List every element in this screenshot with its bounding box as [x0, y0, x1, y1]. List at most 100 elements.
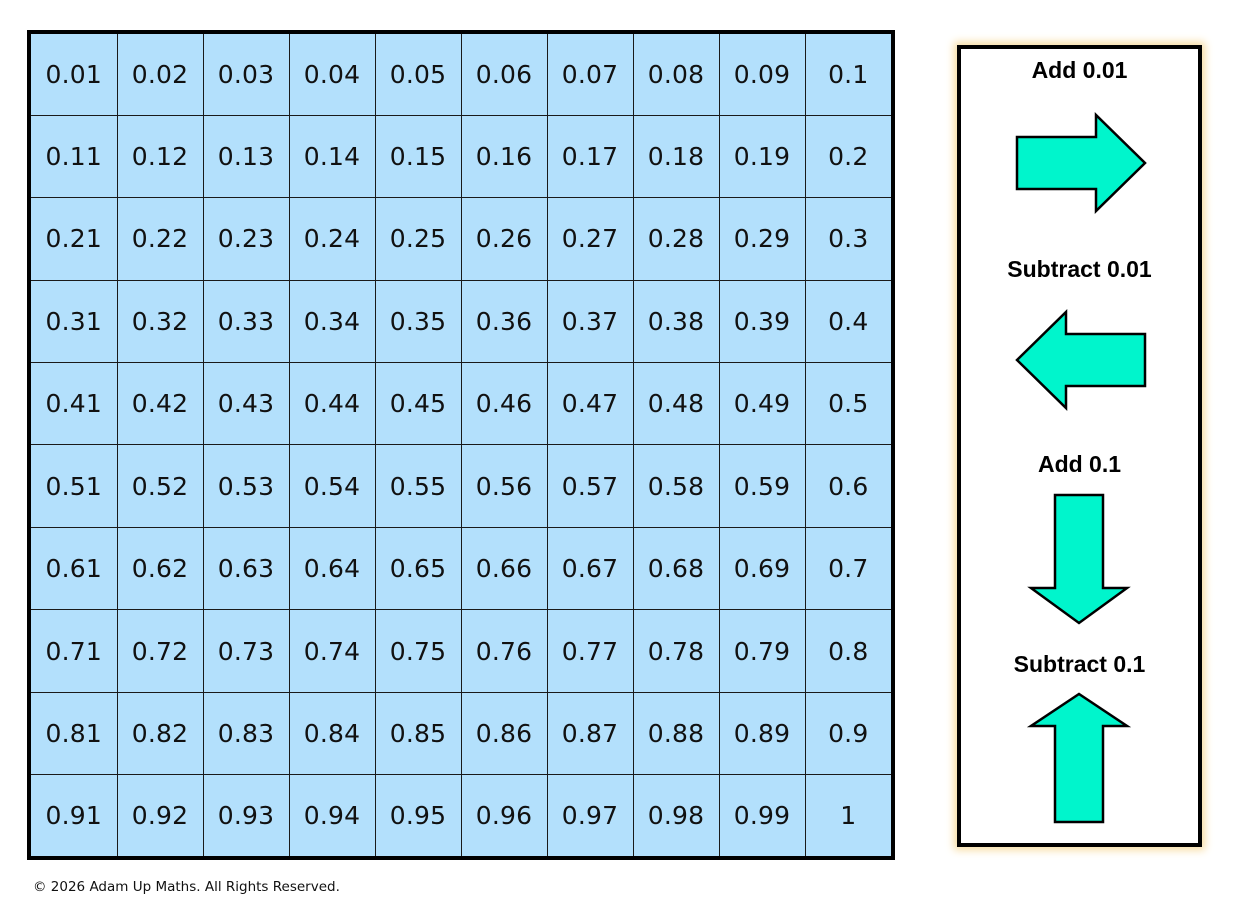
grid-cell: 0.48: [632, 361, 720, 446]
grid-cell: 1: [804, 774, 891, 856]
grid-cell: 0.62: [116, 526, 204, 611]
grid-cell: 0.93: [202, 774, 290, 856]
key-label-add-tenth: Add 0.1: [1037, 451, 1122, 477]
grid-cell: 0.42: [116, 361, 204, 446]
grid-cell: 0.57: [546, 444, 634, 528]
grid-cell: 0.94: [288, 774, 376, 856]
grid-cell: 0.89: [718, 691, 806, 776]
grid-cell: 0.82: [116, 691, 204, 776]
hundred-grid: 0.01 0.02 0.03 0.04 0.05 0.06 0.07 0.08 0.09 0.1 0…: [27, 30, 895, 860]
grid-cell: 0.3: [804, 197, 891, 281]
grid-cell: 0.39: [718, 279, 806, 364]
key-label-add-hundredth: Add 0.01: [1031, 57, 1128, 83]
grid-cell: 0.49: [718, 361, 806, 446]
grid-row: 0.31 0.32 0.33 0.34 0.35 0.36 0.37 0.38 0.39 0.4: [31, 279, 891, 364]
grid-cell: 0.46: [460, 361, 548, 446]
grid-row: 0.21 0.22 0.23 0.24 0.25 0.26 0.27 0.28 0.29 0.3: [31, 197, 891, 281]
grid-cell: 0.52: [116, 444, 204, 528]
grid-cell: 0.03: [202, 34, 290, 116]
grid-row: 0.71 0.72 0.73 0.74 0.75 0.76 0.77 0.78 0.79 0.8: [31, 609, 891, 693]
grid-cell: 0.7: [804, 526, 891, 611]
grid-cell: 0.8: [804, 609, 891, 693]
grid-cell: 0.77: [546, 609, 634, 693]
grid-cell: 0.41: [31, 361, 118, 446]
grid-cell: 0.29: [718, 197, 806, 281]
grid-cell: 0.78: [632, 609, 720, 693]
grid-cell: 0.28: [632, 197, 720, 281]
grid-cell: 0.37: [546, 279, 634, 364]
grid-cell: 0.43: [202, 361, 290, 446]
grid-cell: 0.26: [460, 197, 548, 281]
grid-cell: 0.72: [116, 609, 204, 693]
grid-cell: 0.76: [460, 609, 548, 693]
arrow-down-icon: [1027, 493, 1131, 625]
grid-cell: 0.85: [374, 691, 462, 776]
grid-cell: 0.9: [804, 691, 891, 776]
grid-cell: 0.55: [374, 444, 462, 528]
key-label-subtract-hundredth: Subtract 0.01: [1007, 256, 1152, 282]
grid-cell: 0.23: [202, 197, 290, 281]
grid-cell: 0.99: [718, 774, 806, 856]
grid-row: 0.51 0.52 0.53 0.54 0.55 0.56 0.57 0.58 0.59 0.6: [31, 444, 891, 528]
grid-cell: 0.71: [31, 609, 118, 693]
grid-cell: 0.18: [632, 114, 720, 199]
grid-cell: 0.06: [460, 34, 548, 116]
grid-cell: 0.86: [460, 691, 548, 776]
grid-cell: 0.2: [804, 114, 891, 199]
grid-cell: 0.04: [288, 34, 376, 116]
grid-cell: 0.87: [546, 691, 634, 776]
grid-cell: 0.66: [460, 526, 548, 611]
grid-cell: 0.5: [804, 361, 891, 446]
grid-cell: 0.4: [804, 279, 891, 364]
grid-cell: 0.31: [31, 279, 118, 364]
arrow-up-icon: [1027, 692, 1131, 824]
grid-cell: 0.27: [546, 197, 634, 281]
grid-row: 0.81 0.82 0.83 0.84 0.85 0.86 0.87 0.88 0.89 0.9: [31, 691, 891, 776]
grid-cell: 0.6: [804, 444, 891, 528]
grid-cell: 0.16: [460, 114, 548, 199]
grid-cell: 0.36: [460, 279, 548, 364]
grid-cell: 0.19: [718, 114, 806, 199]
grid-cell: 0.33: [202, 279, 290, 364]
grid-cell: 0.09: [718, 34, 806, 116]
grid-row: 0.11 0.12 0.13 0.14 0.15 0.16 0.17 0.18 0.19 0.2: [31, 114, 891, 199]
grid-cell: 0.22: [116, 197, 204, 281]
grid-cell: 0.73: [202, 609, 290, 693]
grid-cell: 0.92: [116, 774, 204, 856]
grid-cell: 0.64: [288, 526, 376, 611]
grid-cell: 0.67: [546, 526, 634, 611]
grid-cell: 0.14: [288, 114, 376, 199]
grid-cell: 0.35: [374, 279, 462, 364]
grid-cell: 0.65: [374, 526, 462, 611]
key-label-subtract-tenth: Subtract 0.1: [1013, 651, 1146, 677]
grid-cell: 0.83: [202, 691, 290, 776]
grid-cell: 0.1: [804, 34, 891, 116]
grid-cell: 0.81: [31, 691, 118, 776]
grid-cell: 0.63: [202, 526, 290, 611]
grid-cell: 0.47: [546, 361, 634, 446]
grid-cell: 0.96: [460, 774, 548, 856]
grid-row: 0.61 0.62 0.63 0.64 0.65 0.66 0.67 0.68 0.69 0.7: [31, 526, 891, 611]
grid-cell: 0.34: [288, 279, 376, 364]
grid-cell: 0.25: [374, 197, 462, 281]
grid-cell: 0.88: [632, 691, 720, 776]
grid-cell: 0.51: [31, 444, 118, 528]
grid-cell: 0.32: [116, 279, 204, 364]
grid-cell: 0.08: [632, 34, 720, 116]
grid-cell: 0.05: [374, 34, 462, 116]
grid-cell: 0.75: [374, 609, 462, 693]
grid-cell: 0.54: [288, 444, 376, 528]
grid-cell: 0.74: [288, 609, 376, 693]
grid-cell: 0.21: [31, 197, 118, 281]
grid-cell: 0.13: [202, 114, 290, 199]
grid-cell: 0.45: [374, 361, 462, 446]
grid-cell: 0.91: [31, 774, 118, 856]
grid-cell: 0.79: [718, 609, 806, 693]
grid-cell: 0.58: [632, 444, 720, 528]
grid-cell: 0.07: [546, 34, 634, 116]
grid-cell: 0.97: [546, 774, 634, 856]
arrow-right-icon: [1015, 112, 1147, 214]
grid-cell: 0.17: [546, 114, 634, 199]
grid-cell: 0.53: [202, 444, 290, 528]
grid-cell: 0.12: [116, 114, 204, 199]
